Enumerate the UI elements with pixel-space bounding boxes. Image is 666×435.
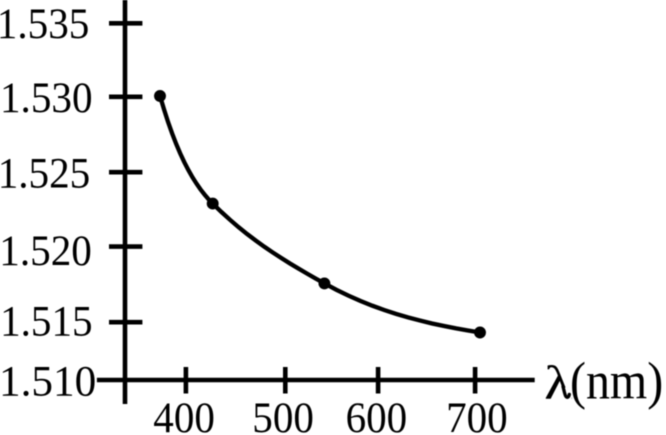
svg-text:λ: λ (544, 357, 573, 410)
svg-text:1.535: 1.535 (0, 0, 89, 48)
svg-text:700: 700 (446, 394, 508, 435)
svg-text:(nm): (nm) (570, 353, 663, 411)
svg-text:1.510: 1.510 (0, 357, 96, 405)
svg-text:1.525: 1.525 (0, 149, 90, 197)
svg-text:600: 600 (346, 394, 408, 435)
svg-text:500: 500 (252, 394, 314, 435)
svg-text:400: 400 (153, 394, 215, 435)
svg-text:1.520: 1.520 (0, 227, 92, 275)
svg-text:1.515: 1.515 (0, 298, 93, 346)
svg-text:1.530: 1.530 (0, 74, 93, 122)
